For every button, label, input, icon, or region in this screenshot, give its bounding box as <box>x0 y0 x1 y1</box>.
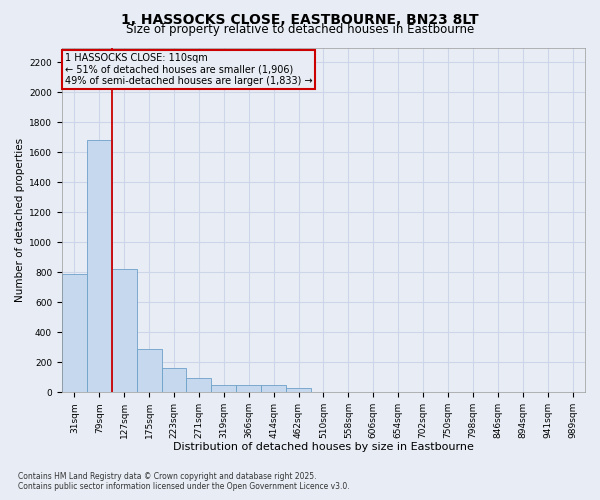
Bar <box>236 384 261 392</box>
Bar <box>211 384 236 392</box>
Text: 1 HASSOCKS CLOSE: 110sqm
← 51% of detached houses are smaller (1,906)
49% of sem: 1 HASSOCKS CLOSE: 110sqm ← 51% of detach… <box>65 52 312 86</box>
Bar <box>261 384 286 392</box>
Bar <box>62 274 87 392</box>
Bar <box>87 140 112 392</box>
Text: Size of property relative to detached houses in Eastbourne: Size of property relative to detached ho… <box>126 24 474 36</box>
Bar <box>187 378 211 392</box>
Bar <box>161 368 187 392</box>
Bar <box>112 270 137 392</box>
Y-axis label: Number of detached properties: Number of detached properties <box>15 138 25 302</box>
Text: Contains HM Land Registry data © Crown copyright and database right 2025.
Contai: Contains HM Land Registry data © Crown c… <box>18 472 350 491</box>
Text: 1, HASSOCKS CLOSE, EASTBOURNE, BN23 8LT: 1, HASSOCKS CLOSE, EASTBOURNE, BN23 8LT <box>121 12 479 26</box>
Bar <box>137 349 161 392</box>
Bar <box>286 388 311 392</box>
X-axis label: Distribution of detached houses by size in Eastbourne: Distribution of detached houses by size … <box>173 442 474 452</box>
